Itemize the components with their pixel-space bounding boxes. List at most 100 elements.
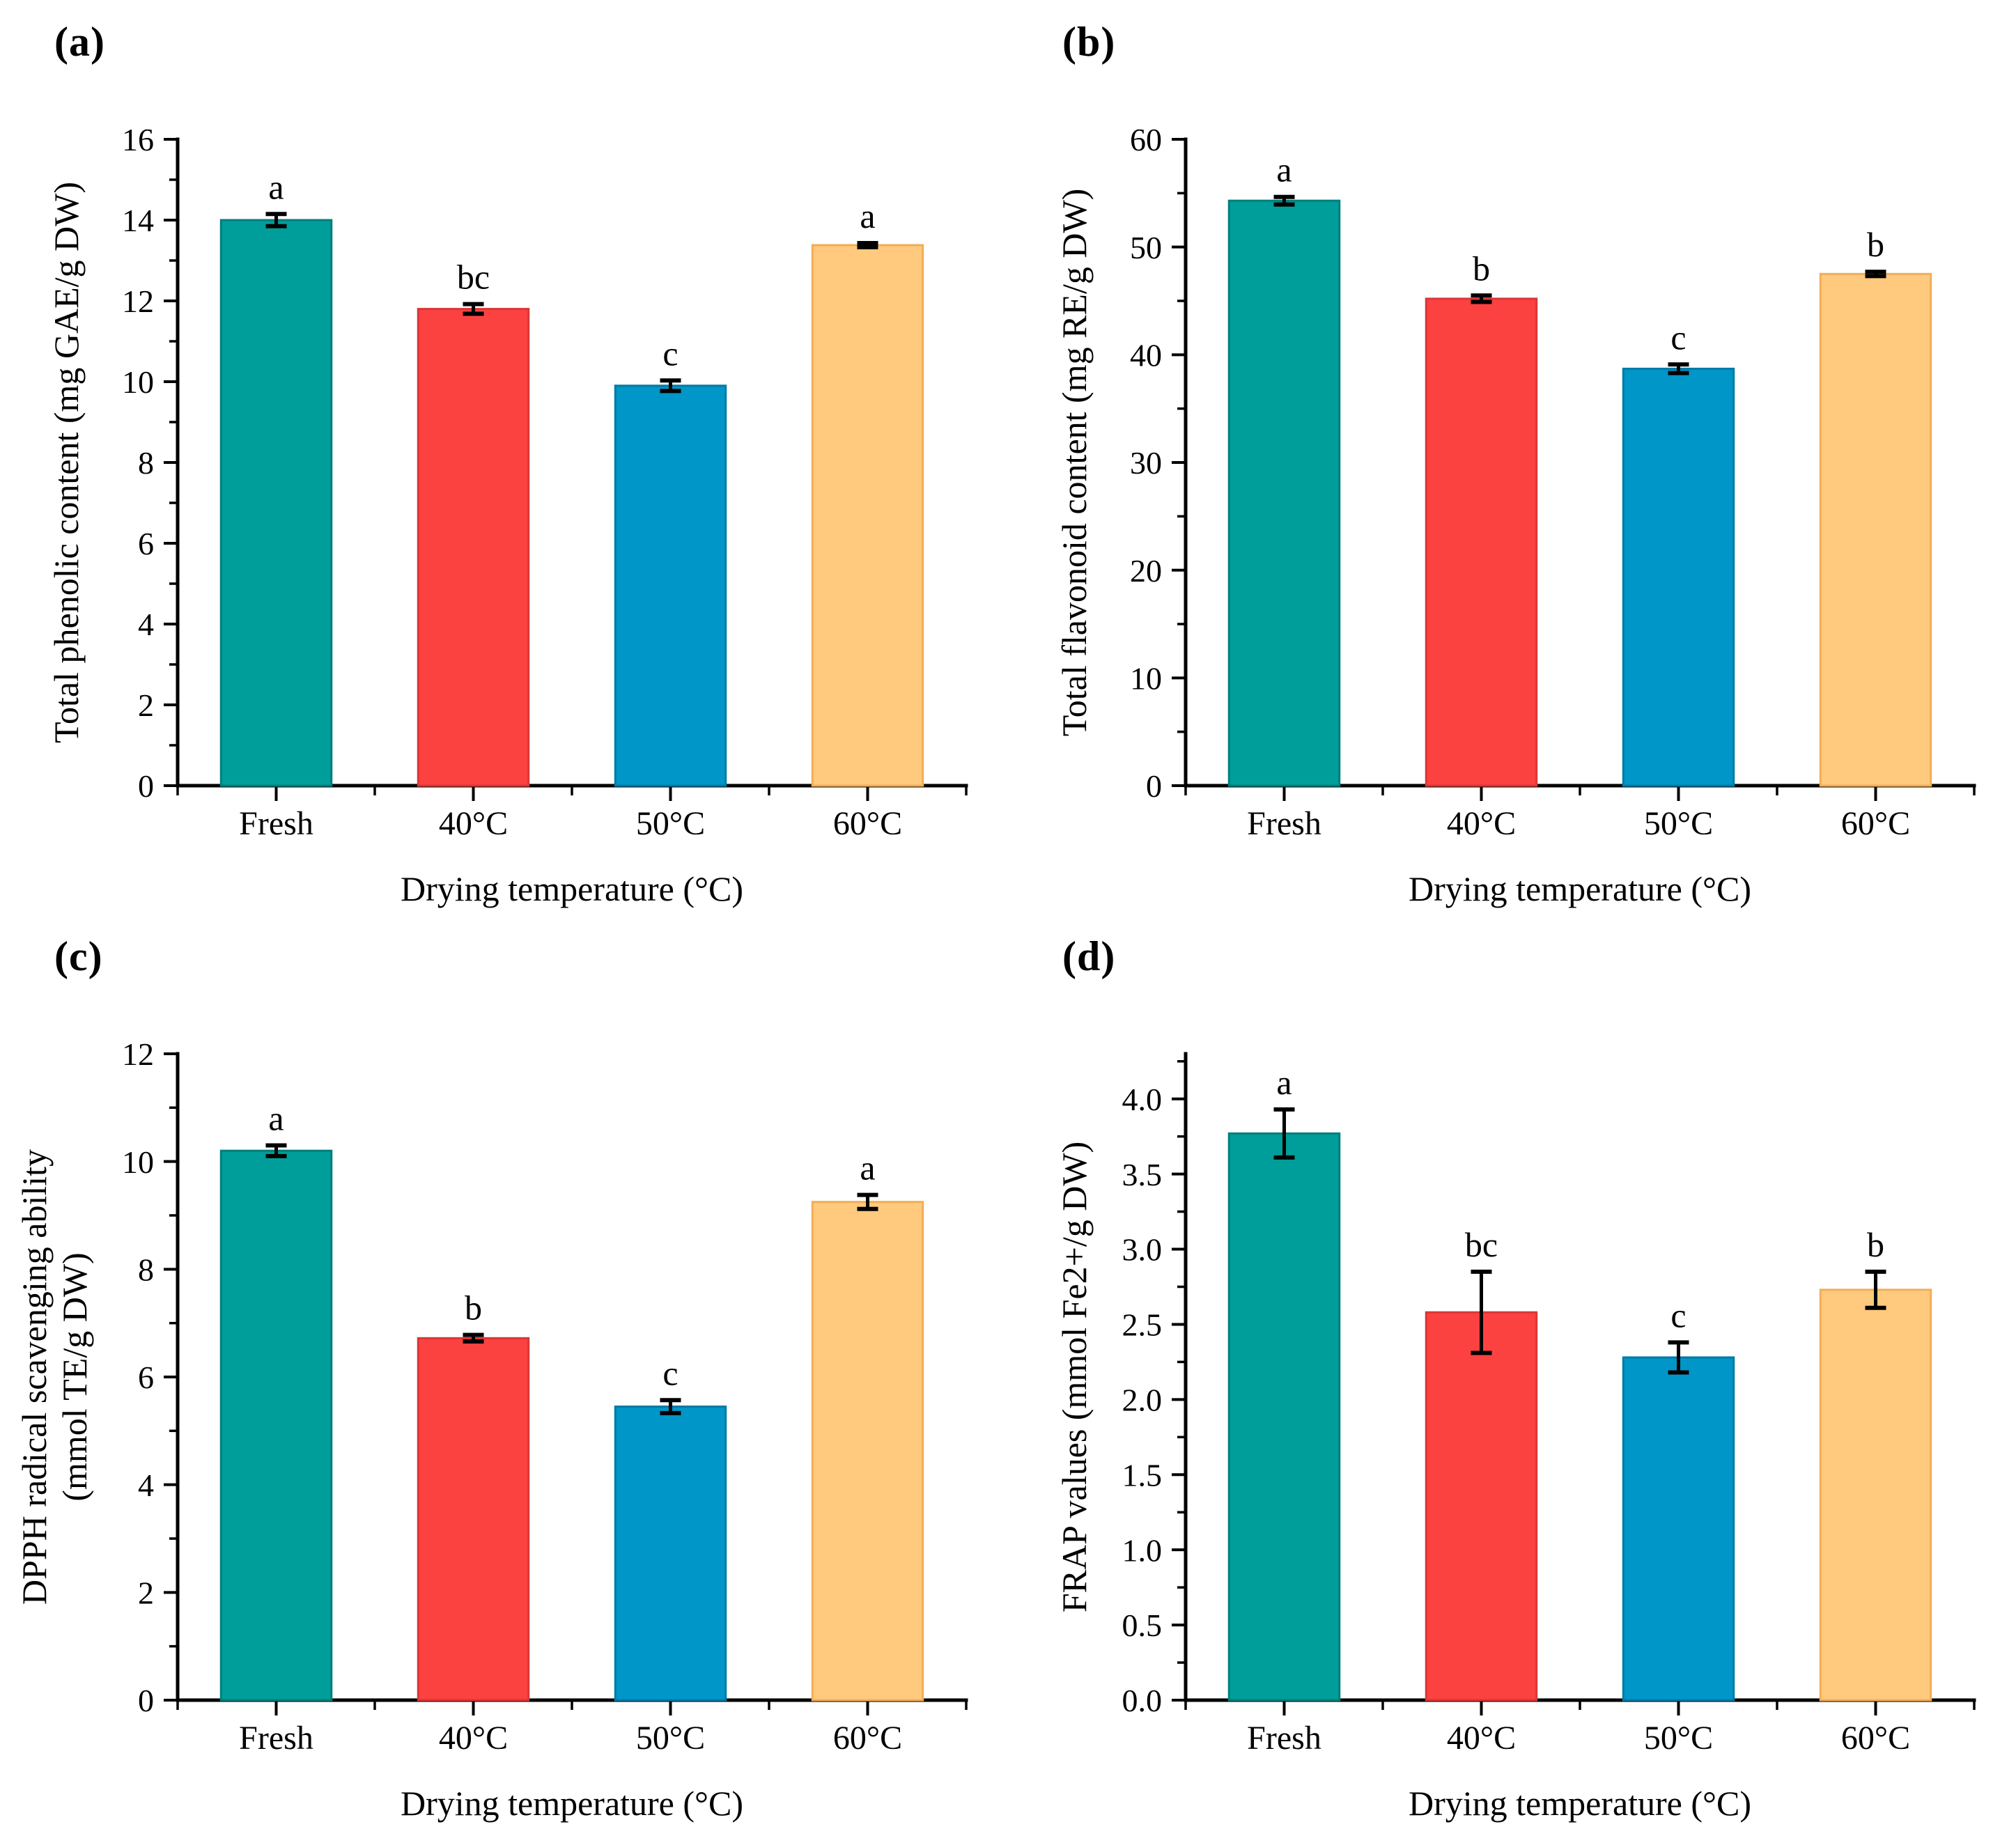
y-tick-label: 2.5 xyxy=(1122,1307,1163,1343)
panel-a-tag: (a) xyxy=(54,19,105,65)
x-tick-label: 60°C xyxy=(833,1720,902,1757)
sig-letter: b xyxy=(1867,1225,1884,1264)
y-tick-label: 4 xyxy=(138,607,154,642)
sig-letter: bc xyxy=(457,258,490,297)
panel-a: (a) 0 2 4 6 8 10 12 14 16 Fresh 40°C 50°C 60°C a bc c a T… xyxy=(0,0,1008,914)
panel-c-chart: 0 2 4 6 8 10 12 Fresh 40°C 50°C 60°C a b c a DPPH radic… xyxy=(15,1036,968,1823)
y-tick-label: 40 xyxy=(1130,337,1162,373)
y-tick-label: 2 xyxy=(138,687,154,723)
y-tick-label: 8 xyxy=(138,445,154,481)
sig-letter: a xyxy=(860,196,875,235)
x-axis-title: Drying temperature (°C) xyxy=(1409,1784,1751,1823)
bar-c-1 xyxy=(219,1149,333,1702)
y-tick-label: 10 xyxy=(122,1144,154,1180)
y-tick-label: 0 xyxy=(138,768,154,804)
bar-b-3 xyxy=(1622,367,1735,787)
sig-letter: a xyxy=(268,1098,284,1137)
bar-b-2 xyxy=(1425,297,1538,787)
y-tick-label: 0 xyxy=(1146,768,1162,804)
y-tick-label: 60 xyxy=(1130,122,1162,157)
x-axis-title: Drying temperature (°C) xyxy=(1409,869,1751,908)
bar-a-1 xyxy=(219,219,333,787)
y-axis-title-line: Total phenolic content (mg GAE/g DW) xyxy=(47,182,86,743)
x-tick-label: 60°C xyxy=(1841,1720,1910,1757)
bar-a-4 xyxy=(811,244,924,787)
y-tick-label: 4 xyxy=(138,1468,154,1503)
x-tick-label: Fresh xyxy=(1247,1720,1321,1757)
bar-d-3 xyxy=(1622,1356,1735,1702)
bar-c-3 xyxy=(614,1406,727,1702)
sig-letter: a xyxy=(1276,150,1292,189)
y-tick-label: 6 xyxy=(138,526,154,561)
x-tick-label: 50°C xyxy=(1644,805,1713,842)
panel-b: (b) 0 10 20 30 40 50 60 Fresh 40°C 50°C 60°C a b c b To… xyxy=(1008,0,2016,914)
x-tick-label: Fresh xyxy=(239,1720,313,1757)
panel-b-tag: (b) xyxy=(1062,19,1116,65)
y-tick-label: 14 xyxy=(122,203,154,238)
bar-a-2 xyxy=(417,308,530,787)
x-tick-label: 60°C xyxy=(1841,805,1910,842)
bar-c-2 xyxy=(417,1337,530,1702)
panel-c: (c) 0 2 4 6 8 10 12 Fresh 40°C 50°C 60°C a b c a DPPH r… xyxy=(0,914,1008,1829)
panel-d: (d) 0.0 0.5 1.0 1.5 2.0 2.5 3.0 3.5 4.0 Fresh 40°C… xyxy=(1008,914,2016,1829)
y-tick-label: 10 xyxy=(1130,660,1162,696)
x-tick-label: 40°C xyxy=(439,1720,508,1757)
x-tick-label: 50°C xyxy=(636,1720,705,1757)
y-tick-label: 3.5 xyxy=(1122,1157,1163,1192)
panel-d-chart: 0.0 0.5 1.0 1.5 2.0 2.5 3.0 3.5 4.0 Fresh 40°C 50°C… xyxy=(1055,1052,1976,1823)
y-tick-label: 0.5 xyxy=(1122,1608,1163,1643)
sig-letter: c xyxy=(662,1353,678,1392)
panel-d-tag: (d) xyxy=(1062,933,1116,979)
x-tick-label: Fresh xyxy=(1247,805,1321,842)
sig-letter: c xyxy=(1670,1295,1686,1334)
sig-letter: b xyxy=(1867,225,1884,264)
x-tick-label: 40°C xyxy=(439,805,508,842)
bar-d-1 xyxy=(1227,1132,1341,1702)
x-tick-label: 40°C xyxy=(1447,1720,1516,1757)
y-tick-label: 16 xyxy=(122,122,154,157)
panel-c-tag: (c) xyxy=(54,933,103,979)
bar-a-3 xyxy=(614,384,727,787)
y-tick-label: 50 xyxy=(1130,230,1162,265)
x-axis-title: Drying temperature (°C) xyxy=(401,1784,743,1823)
x-axis-title: Drying temperature (°C) xyxy=(401,869,743,908)
y-tick-label: 12 xyxy=(122,283,154,319)
bar-d-2 xyxy=(1425,1311,1538,1702)
y-tick-label: 12 xyxy=(122,1036,154,1072)
y-tick-label: 2 xyxy=(138,1575,154,1610)
y-tick-label: 1.0 xyxy=(1122,1532,1163,1568)
sig-letter: b xyxy=(1473,249,1490,288)
x-tick-label: 50°C xyxy=(1644,1720,1713,1757)
sig-letter: bc xyxy=(1465,1225,1498,1264)
y-tick-label: 4.0 xyxy=(1122,1082,1163,1117)
y-tick-label: 8 xyxy=(138,1252,154,1287)
sig-letter: a xyxy=(1276,1063,1292,1102)
y-axis-title-line: Total flavonoid content (mg RE/g DW) xyxy=(1055,189,1094,737)
y-axis-title-line: DPPH radical scavenging ability xyxy=(15,1149,54,1605)
bar-b-1 xyxy=(1227,199,1341,787)
y-tick-label: 1.5 xyxy=(1122,1457,1163,1493)
sig-letter: c xyxy=(1670,318,1686,357)
y-tick-label: 30 xyxy=(1130,445,1162,481)
y-tick-label: 2.0 xyxy=(1122,1382,1163,1417)
panel-a-chart: 0 2 4 6 8 10 12 14 16 Fresh 40°C 50°C 60°C a bc c a Total… xyxy=(47,122,968,908)
x-tick-label: 60°C xyxy=(833,805,902,842)
bar-c-4 xyxy=(811,1201,924,1702)
y-axis-title-line: FRAP values (mmol Fe2+/g DW) xyxy=(1055,1142,1094,1612)
y-tick-label: 0 xyxy=(138,1683,154,1718)
panel-b-chart: 0 10 20 30 40 50 60 Fresh 40°C 50°C 60°C a b c b Total … xyxy=(1055,122,1976,908)
sig-letter: a xyxy=(860,1149,875,1188)
sig-letter: a xyxy=(268,167,284,206)
sig-letter: b xyxy=(465,1289,482,1328)
y-axis-title-line: (mmol TE/g DW) xyxy=(55,1252,94,1501)
x-tick-label: Fresh xyxy=(239,805,313,842)
x-tick-label: 50°C xyxy=(636,805,705,842)
x-tick-label: 40°C xyxy=(1447,805,1516,842)
y-tick-label: 20 xyxy=(1130,553,1162,589)
bar-d-4 xyxy=(1819,1289,1932,1702)
y-tick-label: 10 xyxy=(122,364,154,400)
y-tick-label: 0.0 xyxy=(1122,1683,1163,1718)
bar-b-4 xyxy=(1819,272,1932,787)
y-tick-label: 3.0 xyxy=(1122,1232,1163,1268)
